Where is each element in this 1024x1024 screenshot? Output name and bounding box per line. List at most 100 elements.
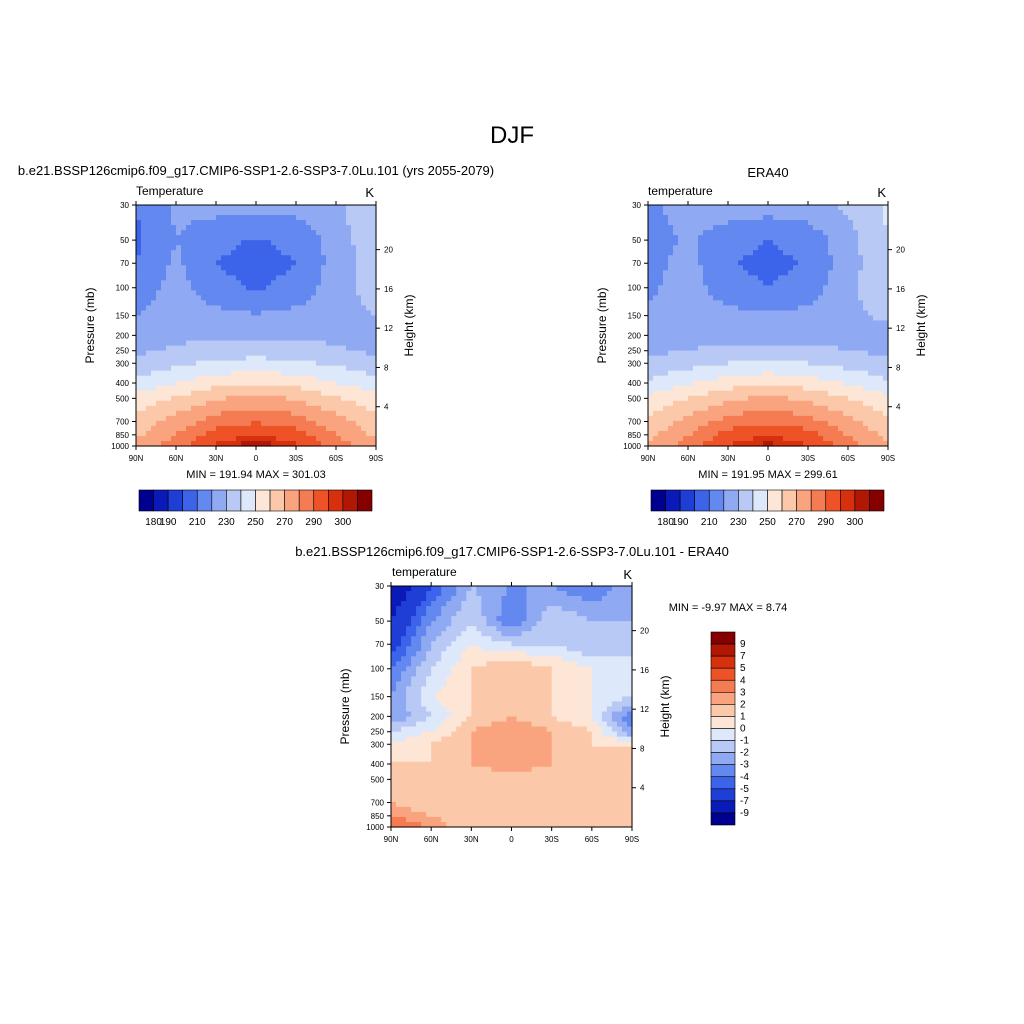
contour-cell	[793, 315, 799, 322]
contour-cell	[843, 350, 849, 357]
contour-cell	[356, 400, 362, 407]
contour-cell	[241, 285, 247, 291]
contour-cell	[793, 225, 799, 231]
contour-cell	[136, 385, 142, 392]
contour-cell	[878, 420, 884, 427]
contour-cell	[713, 365, 719, 372]
contour-cell	[136, 410, 142, 417]
contour-cell	[231, 435, 237, 442]
contour-cell	[241, 400, 247, 407]
contour-cell	[678, 365, 684, 372]
contour-cell	[291, 295, 297, 301]
contour-cell	[648, 225, 654, 231]
contour-cell	[713, 385, 719, 392]
colorbar-swatch	[810, 489, 827, 512]
contour-cell	[808, 425, 814, 432]
contour-cell	[321, 330, 327, 337]
panel-heading: b.e21.BSSP126cmip6.f09_g17.CMIP6-SSP1-2.…	[295, 544, 729, 559]
contour-cell	[703, 355, 709, 362]
contour-cell	[366, 405, 372, 412]
contour-cell	[326, 240, 332, 246]
contour-cell	[351, 270, 357, 276]
contour-cell	[321, 310, 327, 317]
contour-cell	[341, 370, 347, 377]
contour-cell	[366, 325, 372, 332]
contour-cell	[241, 265, 247, 271]
contour-cell	[351, 390, 357, 397]
contour-cell	[878, 425, 884, 432]
contour-cell	[813, 275, 819, 281]
contour-cell	[301, 275, 307, 281]
contour-cell	[366, 440, 372, 447]
contour-cell	[778, 230, 784, 236]
contour-cell	[738, 410, 744, 417]
contour-cell	[743, 235, 749, 241]
contour-cell	[828, 205, 834, 211]
panel-heading: b.e21.BSSP126cmip6.f09_g17.CMIP6-SSP1-2.…	[18, 163, 494, 178]
contour-cell	[211, 400, 217, 407]
contour-cell	[723, 415, 729, 422]
contour-cell	[873, 270, 879, 276]
contour-cell	[773, 370, 779, 377]
contour-cell	[191, 420, 197, 427]
contour-cell	[823, 240, 829, 246]
contour-cell	[241, 290, 247, 296]
contour-cell	[171, 440, 177, 447]
contour-cell	[663, 420, 669, 427]
contour-cell	[166, 255, 172, 261]
contour-cell	[291, 335, 297, 342]
contour-cell	[723, 330, 729, 337]
contour-cell	[151, 325, 157, 332]
contour-cell	[773, 335, 779, 342]
contour-cell	[728, 205, 734, 211]
pressure-tick-label: 150	[628, 312, 642, 321]
contour-cell	[366, 290, 372, 296]
contour-cell	[723, 305, 729, 312]
contour-cell	[783, 280, 789, 286]
contour-cell	[141, 300, 147, 307]
contour-cell	[793, 265, 799, 271]
contour-cell	[693, 245, 699, 251]
contour-cell	[828, 345, 834, 352]
contour-cell	[828, 350, 834, 357]
contour-cell	[733, 330, 739, 337]
contour-cell	[883, 225, 889, 231]
contour-cell	[306, 430, 312, 437]
contour-cell	[673, 360, 679, 367]
contour-cell	[226, 350, 232, 357]
contour-cell	[186, 320, 192, 327]
contour-cell	[668, 380, 674, 387]
contour-cell	[616, 596, 623, 602]
contour-cell	[341, 230, 347, 236]
contour-cell	[281, 440, 287, 447]
contour-cell	[366, 245, 372, 251]
contour-cell	[371, 395, 377, 402]
contour-cell	[216, 390, 222, 397]
contour-cell	[296, 440, 302, 447]
contour-cell	[331, 345, 337, 352]
contour-cell	[748, 430, 754, 437]
contour-cell	[156, 415, 162, 422]
contour-cell	[683, 385, 689, 392]
contour-cell	[201, 280, 207, 286]
contour-cell	[281, 340, 287, 347]
contour-cell	[161, 355, 167, 362]
contour-cell	[693, 365, 699, 372]
contour-cell	[773, 225, 779, 231]
contour-cell	[678, 370, 684, 377]
contour-cell	[858, 290, 864, 296]
contour-cell	[738, 350, 744, 357]
contour-cell	[783, 340, 789, 347]
contour-cell	[758, 330, 764, 337]
contour-cell	[521, 591, 528, 597]
height-tick-label: 12	[384, 324, 393, 333]
contour-cell	[778, 415, 784, 422]
contour-cell	[416, 596, 422, 602]
contour-cell	[146, 335, 152, 342]
contour-cell	[176, 320, 182, 327]
contour-cell	[773, 270, 779, 276]
contour-cell	[863, 305, 869, 312]
contour-cell	[601, 596, 608, 602]
contour-cell	[843, 340, 849, 347]
contour-cell	[246, 250, 252, 256]
